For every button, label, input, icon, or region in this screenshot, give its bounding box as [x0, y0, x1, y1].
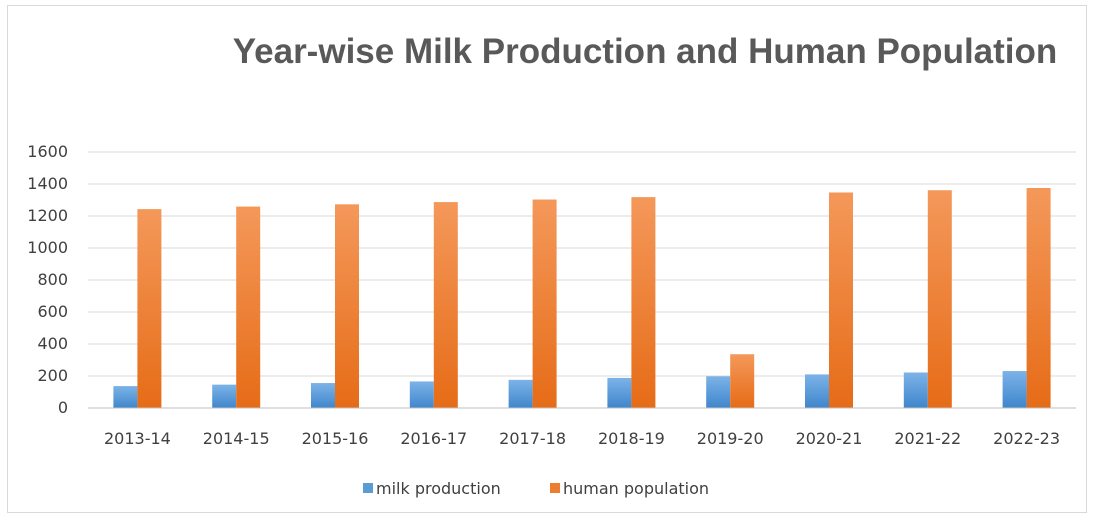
x-tick-label: 2020-21 — [796, 429, 863, 448]
bar-human-population — [335, 204, 359, 408]
bar-human-population — [927, 190, 952, 408]
y-tick-label: 600 — [37, 302, 68, 321]
y-tick-label: 400 — [37, 334, 68, 353]
bar-milk-production — [706, 376, 731, 408]
y-tick-label: 0 — [58, 398, 68, 417]
y-tick-label: 1000 — [27, 238, 68, 257]
x-tick-label: 2013-14 — [104, 429, 171, 448]
bar-human-population — [137, 209, 162, 408]
x-tick-label: 2019-20 — [697, 429, 764, 448]
legend-label-milk-production: milk production — [376, 479, 501, 498]
bar-milk-production — [903, 372, 928, 408]
bar-milk-production — [607, 377, 632, 408]
bar-human-population — [730, 354, 755, 408]
bar-human-population — [829, 192, 853, 408]
legend: milk production human population — [363, 479, 709, 498]
x-axis-ticks: 2013-14 2014-15 2015-16 2016-17 2017-18 2018-… — [104, 429, 1060, 448]
x-tick-label: 2014-15 — [203, 429, 270, 448]
y-tick-label: 1200 — [27, 206, 68, 225]
bar-milk-production — [212, 384, 237, 408]
x-tick-label: 2021-22 — [894, 429, 961, 448]
legend-swatch-human-population — [550, 483, 560, 493]
bar-human-population — [532, 199, 557, 408]
chart-frame: Year-wise Milk Production and Human Popu… — [7, 5, 1087, 513]
y-tick-label: 1600 — [27, 142, 68, 161]
bar-milk-production — [409, 381, 434, 408]
legend-swatch-milk-production — [363, 483, 373, 493]
y-tick-label: 800 — [37, 270, 68, 289]
x-tick-label: 2018-19 — [598, 429, 665, 448]
bar-milk-production — [113, 386, 138, 408]
y-tick-label: 1400 — [27, 174, 68, 193]
chart-title: Year-wise Milk Production and Human Popu… — [233, 32, 1058, 71]
bar-human-population — [433, 202, 458, 408]
bar-milk-production — [508, 379, 533, 408]
bar-human-population — [631, 197, 656, 408]
y-axis-ticks: 0 200 400 600 800 1000 1200 1400 1600 — [27, 142, 68, 417]
bars — [113, 188, 1051, 408]
x-tick-label: 2015-16 — [302, 429, 369, 448]
bar-human-population — [236, 206, 261, 408]
y-tick-label: 200 — [37, 366, 68, 385]
x-tick-label: 2022-23 — [993, 429, 1060, 448]
bar-chart: Year-wise Milk Production and Human Popu… — [27, 32, 1076, 498]
x-tick-label: 2017-18 — [499, 429, 566, 448]
bar-milk-production — [805, 374, 829, 408]
legend-label-human-population: human population — [563, 479, 709, 498]
bar-human-population — [1026, 188, 1051, 408]
bar-milk-production — [311, 383, 335, 408]
bar-milk-production — [1002, 371, 1027, 408]
x-tick-label: 2016-17 — [400, 429, 467, 448]
